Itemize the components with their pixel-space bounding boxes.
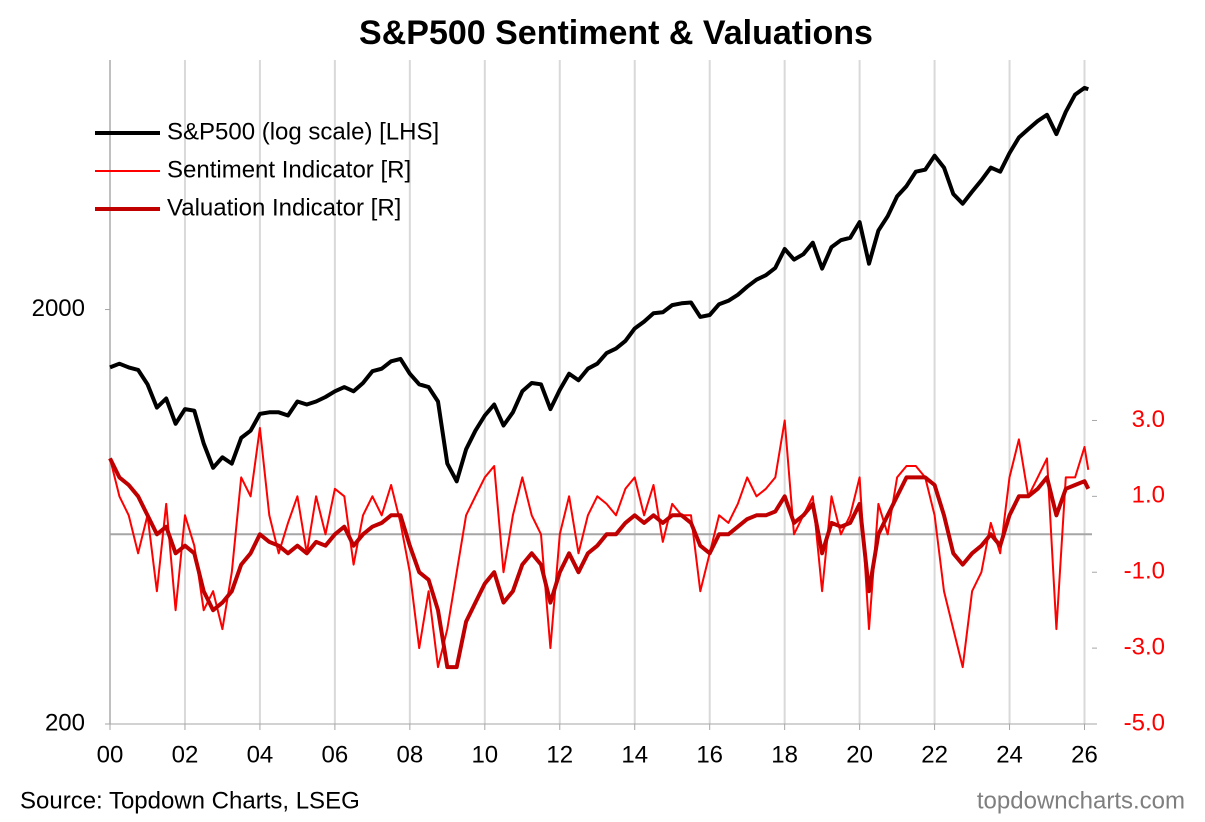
chart-title: S&P500 Sentiment & Valuations	[359, 14, 873, 52]
legend-label: Sentiment Indicator [R]	[167, 156, 411, 183]
x-tick-label: 14	[621, 741, 648, 768]
x-tick-label: 22	[921, 741, 948, 768]
y2-tick-label: 3.0	[1132, 406, 1165, 433]
series-line	[109, 419, 1090, 669]
x-tick-label: 26	[1071, 741, 1098, 768]
x-tick-label: 06	[322, 741, 349, 768]
x-tick-label: 08	[396, 741, 423, 768]
y-tick-label: 200	[45, 709, 85, 736]
legend-label: Valuation Indicator [R]	[167, 194, 401, 221]
x-tick-label: 24	[996, 741, 1023, 768]
x-tick-label: 04	[247, 741, 274, 768]
x-tick-label: 12	[546, 741, 573, 768]
x-tick-label: 20	[846, 741, 873, 768]
y2-tick-label: -3.0	[1124, 633, 1165, 660]
series-line	[108, 457, 1091, 670]
x-tick-label: 02	[172, 741, 199, 768]
y-tick-label: 2000	[32, 295, 85, 322]
x-tick-label: 18	[771, 741, 798, 768]
watermark: topdowncharts.com	[977, 787, 1185, 814]
series-line	[109, 85, 1089, 484]
legend-label: S&P500 (log scale) [LHS]	[167, 118, 439, 145]
y2-tick-label: -5.0	[1124, 709, 1165, 736]
x-tick-label: 16	[696, 741, 723, 768]
x-tick-label: 00	[97, 741, 124, 768]
x-tick-label: 10	[471, 741, 498, 768]
y2-tick-label: 1.0	[1132, 482, 1165, 509]
source: Source: Topdown Charts, LSEG	[20, 787, 360, 814]
y2-tick-label: -1.0	[1124, 558, 1165, 585]
